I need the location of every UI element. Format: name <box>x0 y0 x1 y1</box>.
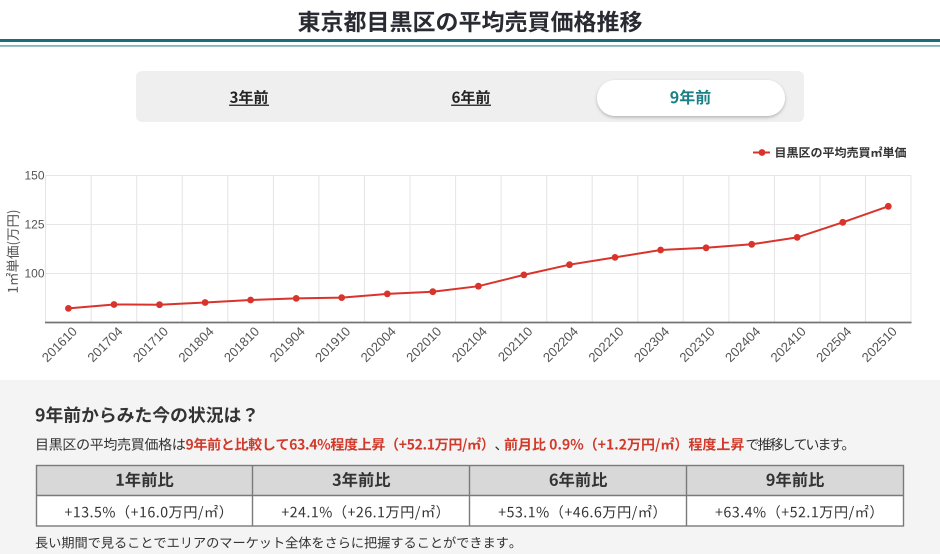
svg-text:150: 150 <box>24 169 44 183</box>
svg-text:100: 100 <box>24 267 44 281</box>
svg-text:125: 125 <box>24 218 44 232</box>
